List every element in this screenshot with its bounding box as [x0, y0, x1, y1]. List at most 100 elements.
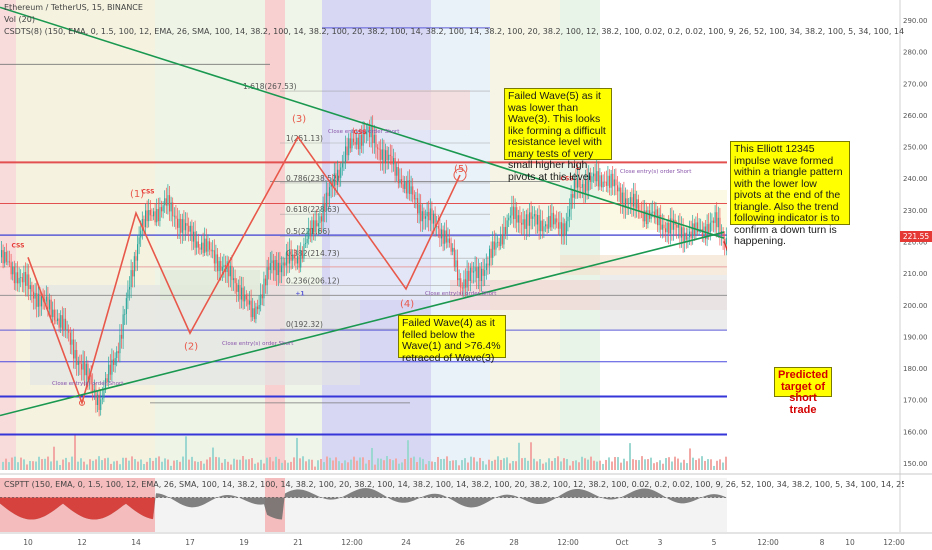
- candle-body: [242, 287, 244, 302]
- volume-bar: [17, 462, 19, 470]
- candle-body: [175, 215, 177, 219]
- volume-bar: [23, 459, 25, 470]
- candle-body: [199, 247, 201, 250]
- volume-bar: [389, 459, 391, 470]
- candle-body: [719, 217, 721, 235]
- volume-bar: [119, 464, 121, 470]
- candle-body: [658, 214, 660, 226]
- annotation-failed-wave5: Failed Wave(5) as it was lower than Wave…: [504, 88, 612, 182]
- candle-body: [10, 262, 12, 275]
- zone-7: [600, 275, 727, 330]
- wave-start-point: [79, 399, 85, 406]
- candle-body: [45, 296, 47, 302]
- symbol-title[interactable]: Ethereum / TetherUS, 15, BINANCE: [4, 3, 143, 12]
- indicator-legend[interactable]: CSDTS(8) (150, EMA, 0, 1.5, 100, 12, EMA…: [4, 27, 904, 36]
- volume-bar: [374, 464, 376, 470]
- volume-bar: [20, 457, 22, 470]
- candle-body: [167, 195, 169, 206]
- volume-bar: [581, 456, 583, 470]
- oscillator-legend[interactable]: CSPTT (150, EMA, 0, 1.5, 100, 12, EMA, 2…: [4, 480, 904, 489]
- volume-bar: [266, 457, 268, 470]
- volume-bar: [278, 458, 280, 470]
- candle-body: [490, 248, 492, 258]
- y-tick-260: 260.00: [903, 112, 928, 120]
- volume-bar: [233, 458, 235, 470]
- candle-body: [186, 223, 188, 226]
- x-tick-10: 12:00: [557, 538, 579, 547]
- candle-body: [159, 207, 161, 222]
- y-tick-230: 230.00: [903, 207, 928, 215]
- fib-label-7: 0(192.32): [286, 320, 323, 329]
- candle-body: [169, 195, 171, 212]
- candle-body: [55, 320, 57, 322]
- volume-bar: [662, 463, 664, 470]
- candle-body: [586, 179, 588, 191]
- candle-body: [573, 178, 575, 198]
- candle-body: [620, 187, 622, 203]
- annotation-failed-wave4: Failed Wave(4) as it felled below the Wa…: [398, 315, 506, 363]
- candle-body: [338, 169, 340, 178]
- volume-bar: [344, 460, 346, 470]
- volume-bar: [524, 457, 526, 470]
- candle-body: [109, 364, 111, 375]
- y-tick-240: 240.00: [903, 175, 928, 183]
- volume-bar: [605, 459, 607, 470]
- candle-body: [487, 263, 489, 266]
- volume-bar: [518, 442, 520, 470]
- candle-body: [308, 228, 310, 239]
- volume-bar: [218, 457, 220, 470]
- candle-body: [284, 262, 286, 266]
- volume-bar: [668, 457, 670, 470]
- candle-body: [607, 175, 609, 186]
- volume-bar: [551, 461, 553, 470]
- volume-bar: [254, 463, 256, 470]
- candle-body: [457, 260, 459, 281]
- candle-body: [47, 296, 49, 310]
- y-tick-250: 250.00: [903, 144, 928, 152]
- candle-body: [545, 224, 547, 227]
- candle-body: [593, 173, 595, 177]
- volume-legend[interactable]: Vol (20): [4, 15, 35, 24]
- candle-body: [122, 314, 124, 339]
- candle-body: [111, 359, 113, 375]
- volume-bar: [425, 464, 427, 470]
- candle-body: [465, 279, 467, 288]
- candle-body: [229, 265, 231, 277]
- y-tick-220: 220.00: [903, 239, 928, 247]
- candle-body: [386, 150, 388, 161]
- candle-body: [461, 287, 463, 289]
- candle-body: [373, 134, 375, 143]
- volume-bar: [554, 458, 556, 470]
- candle-body: [223, 264, 225, 268]
- volume-bar: [242, 456, 244, 470]
- candle-body: [441, 229, 443, 239]
- candle-body: [690, 231, 692, 239]
- candle-body: [597, 171, 599, 187]
- candle-body: [394, 158, 396, 176]
- candle-body: [306, 238, 308, 244]
- candle-body: [215, 254, 217, 264]
- candle-body: [564, 223, 566, 236]
- volume-bar: [641, 456, 643, 470]
- candle-body: [357, 137, 359, 150]
- volume-bar: [428, 461, 430, 470]
- volume-bar: [713, 465, 715, 470]
- candle-body: [484, 270, 486, 276]
- volume-bar: [335, 457, 337, 470]
- candle-body: [253, 308, 255, 320]
- volume-bar: [617, 457, 619, 470]
- volume-bar: [245, 459, 247, 470]
- candle-body: [31, 285, 33, 292]
- candle-body: [585, 179, 587, 194]
- volume-bar: [203, 463, 205, 470]
- candle-body: [476, 267, 478, 279]
- candle-body: [445, 230, 447, 243]
- candle-body: [540, 220, 542, 232]
- horizontal-levels: 1.618(267.53) 1(251.13) 0.786(238.52) 0.618…: [0, 27, 727, 436]
- candle-body: [489, 248, 491, 266]
- volume-bar: [257, 462, 259, 470]
- candle-body: [79, 360, 81, 365]
- candle-body: [274, 260, 276, 271]
